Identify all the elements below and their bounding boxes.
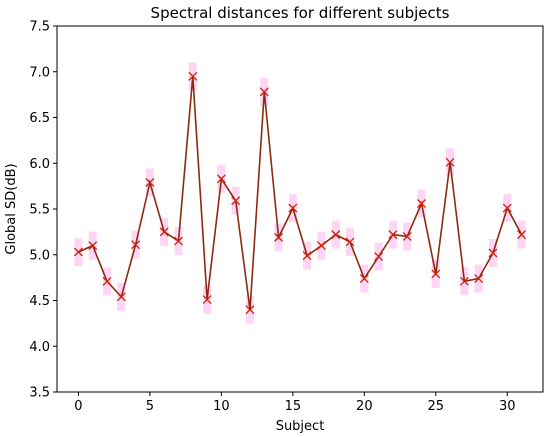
data-point-16 bbox=[302, 251, 312, 261]
y-tick-label-6.5: 6.5 bbox=[29, 111, 50, 126]
series-line-group bbox=[78, 76, 523, 310]
data-point-1 bbox=[88, 241, 98, 251]
data-point-27 bbox=[459, 276, 469, 286]
data-point-10 bbox=[216, 174, 226, 184]
x-tick-label-15: 15 bbox=[285, 399, 302, 414]
data-point-17 bbox=[316, 241, 326, 251]
x-tick-label-25: 25 bbox=[428, 399, 445, 414]
data-point-2 bbox=[102, 276, 112, 286]
data-point-22 bbox=[388, 230, 398, 240]
x-axis-label: Subject bbox=[276, 419, 325, 434]
data-point-24 bbox=[417, 199, 426, 208]
y-tick-label-4.0: 4.0 bbox=[29, 340, 50, 355]
chart-title: Spectral distances for different subject… bbox=[151, 4, 450, 22]
x-tick-label-5: 5 bbox=[146, 399, 154, 414]
x-tick-label-10: 10 bbox=[213, 399, 230, 414]
data-point-13 bbox=[259, 87, 269, 97]
data-point-23 bbox=[402, 231, 412, 241]
data-point-21 bbox=[374, 252, 384, 262]
data-point-12 bbox=[245, 305, 255, 315]
data-point-20 bbox=[359, 274, 369, 283]
data-point-0 bbox=[73, 247, 83, 257]
data-point-4 bbox=[131, 240, 141, 250]
data-point-3 bbox=[116, 292, 126, 302]
x-tick-label-0: 0 bbox=[74, 399, 82, 414]
y-tick-label-3.5: 3.5 bbox=[29, 386, 50, 401]
data-point-7 bbox=[174, 236, 183, 246]
y-tick-label-7.0: 7.0 bbox=[29, 65, 50, 80]
data-point-6 bbox=[159, 227, 169, 237]
y-tick-label-6.0: 6.0 bbox=[29, 157, 50, 172]
data-point-25 bbox=[431, 269, 441, 279]
data-point-8 bbox=[188, 71, 198, 81]
y-axis-label: Global SD(dB) bbox=[4, 163, 19, 254]
x-axis-ticks: 0 5 10 15 20 25 30 bbox=[74, 392, 516, 414]
x-tick-label-20: 20 bbox=[356, 399, 373, 414]
x-tick-label-30: 30 bbox=[499, 399, 516, 414]
data-point-15 bbox=[288, 203, 298, 213]
data-point-11 bbox=[231, 196, 241, 206]
data-point-29 bbox=[488, 248, 498, 258]
data-point-18 bbox=[331, 230, 341, 240]
data-point-31 bbox=[517, 230, 527, 240]
series-line bbox=[78, 76, 523, 310]
data-point-28 bbox=[474, 274, 484, 283]
data-point-19 bbox=[345, 237, 355, 247]
data-point-14 bbox=[274, 232, 284, 242]
plot-frame bbox=[56, 25, 544, 393]
data-markers bbox=[73, 71, 527, 315]
data-point-30 bbox=[502, 203, 512, 213]
y-tick-label-5.5: 5.5 bbox=[29, 203, 50, 218]
y-tick-label-5.0: 5.0 bbox=[29, 248, 50, 263]
data-point-9 bbox=[202, 295, 212, 305]
y-tick-label-4.5: 4.5 bbox=[29, 294, 50, 309]
data-point-5 bbox=[145, 178, 155, 187]
y-axis-ticks: 3.5 4.0 4.5 5.0 5.5 6.0 6.5 7.0 7.5 bbox=[29, 20, 57, 401]
y-tick-label-7.5: 7.5 bbox=[29, 20, 50, 35]
error-bars bbox=[74, 62, 526, 324]
data-point-26 bbox=[445, 157, 455, 167]
